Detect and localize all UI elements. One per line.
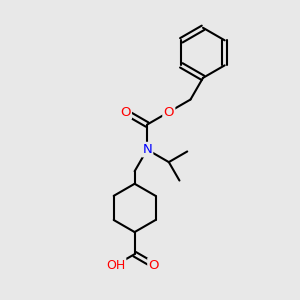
Text: O: O bbox=[148, 259, 159, 272]
Text: OH: OH bbox=[106, 259, 125, 272]
Text: O: O bbox=[120, 106, 131, 118]
Text: N: N bbox=[142, 143, 152, 156]
Text: O: O bbox=[164, 106, 174, 118]
